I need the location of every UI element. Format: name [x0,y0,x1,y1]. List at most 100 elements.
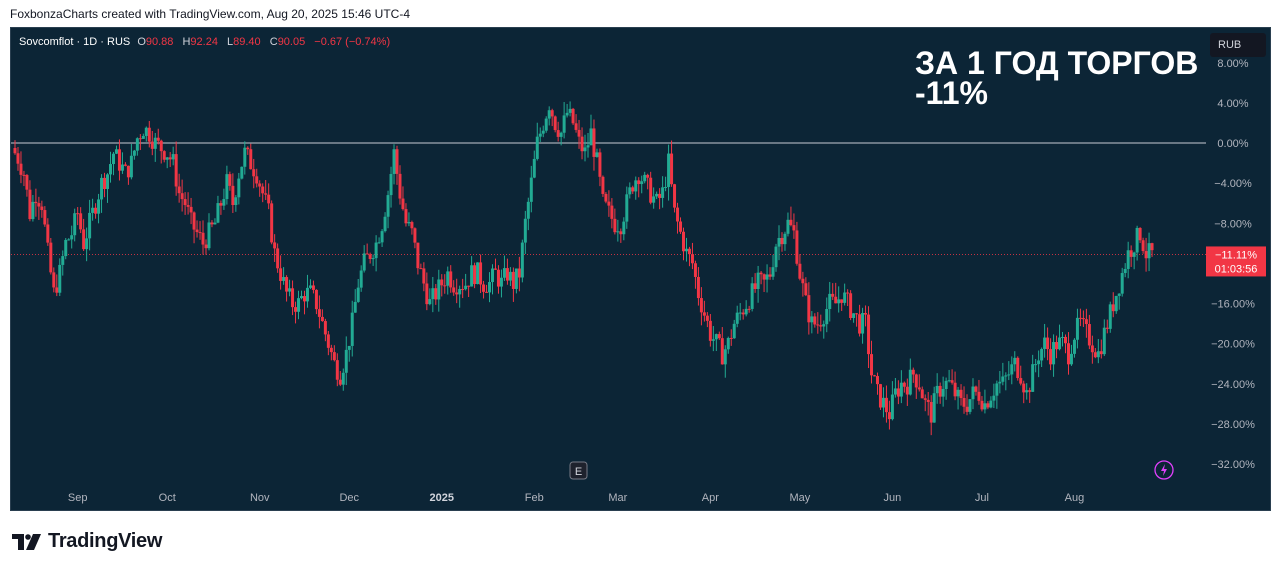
candle-body [899,382,903,397]
x-axis-tick-label: Nov [250,492,270,504]
x-axis-tick-label: Dec [339,492,359,504]
x-axis-tick-label: Mar [608,492,627,504]
candle-body [1013,357,1017,365]
candle-body [222,199,226,206]
candle-body [1066,343,1070,365]
candle-body [577,129,581,137]
candle-body [120,164,124,171]
candle-body [213,222,217,225]
candle-body [341,372,345,385]
candle-body [822,324,826,327]
candle-body [496,269,500,287]
candle-body [1081,318,1085,320]
candle-body [637,180,641,185]
candle-body [150,141,154,149]
candle-body [923,398,927,400]
low-value: 89.40 [233,36,261,48]
candle-body [938,385,942,397]
candle-body [91,207,95,213]
x-axis-tick-label: Jun [884,492,902,504]
candle-body [887,412,891,420]
candle-body [589,128,593,146]
candle-body [1061,336,1065,338]
candle-body [64,239,68,257]
candle-body [138,138,142,140]
candle-body [338,379,342,385]
candle-body [350,312,354,346]
candle-body [867,314,871,355]
candle-body [443,285,447,287]
lightning-bolt-icon [1161,464,1167,476]
open-label: O [137,36,146,48]
candle-body [789,219,793,226]
candle-body [873,375,876,377]
x-axis-tick-label: Jul [975,492,989,504]
candle-body [616,231,620,233]
candle-body [741,312,745,315]
candle-body [335,360,339,380]
candle-body [449,271,453,288]
candle-body [276,248,280,269]
candle-body [34,201,38,204]
lightning-icon [1154,460,1174,480]
candle-body [58,264,62,293]
candle-body [311,285,315,290]
candle-body [568,108,572,113]
candle-body [777,237,781,247]
candle-body [88,212,92,239]
candle-body [482,284,486,292]
candle-body [1144,251,1148,259]
candle-body [807,295,811,323]
candle-body [673,184,677,208]
candle-body [1069,353,1073,365]
x-axis-tick-label: May [790,492,811,504]
candle-body [583,147,587,152]
tradingview-logo[interactable]: TradingView [12,530,162,553]
candle-body [840,299,844,303]
candle-body [1117,293,1121,296]
candle-body [571,108,575,124]
candle-body [1099,351,1103,355]
y-axis-tick-label: 8.00% [1217,58,1248,70]
candle-body [82,229,86,250]
candle-body [365,253,369,255]
candle-body [750,283,754,309]
high-label: H [182,36,191,48]
earnings-marker-box [569,461,588,480]
candle-body [780,237,784,245]
candle-body [431,288,435,300]
candle-body [1126,250,1130,269]
candle-body [264,193,268,195]
candle-body [726,337,730,350]
candle-body [1150,243,1154,251]
chart-panel[interactable]: 8.00%4.00%0.00%−4.00%−8.00%−12.00%−16.00… [10,27,1271,511]
candle-body [192,212,196,230]
price-tag-value: −11.11% [1215,249,1257,261]
high-value: 92.24 [190,36,218,48]
candle-body [649,177,653,203]
candle-body [631,187,635,192]
candle-body [189,206,193,213]
candle-body [55,287,59,293]
candle-body [544,118,548,131]
candle-body [31,201,35,220]
candle-body [661,187,665,198]
candle-body [491,268,494,283]
candle-body [526,201,530,219]
candle-body [986,403,990,408]
price-chart[interactable]: 8.00%4.00%0.00%−4.00%−8.00%−12.00%−16.00… [11,28,1270,510]
close-label: C [269,36,278,48]
candle-body [699,298,703,313]
candle-body [705,315,709,321]
candle-body [147,127,151,142]
candle-body [905,386,909,395]
candle-body [801,278,805,284]
candle-body [502,268,506,278]
candle-body [1084,319,1088,325]
symbol-name[interactable]: Sovcomflot · 1D · RUS [19,36,131,48]
candle-body [470,265,474,287]
candle-body [652,196,656,203]
currency-button[interactable]: RUB [1210,33,1266,57]
candle-body [219,203,223,206]
candle-body [174,154,178,187]
